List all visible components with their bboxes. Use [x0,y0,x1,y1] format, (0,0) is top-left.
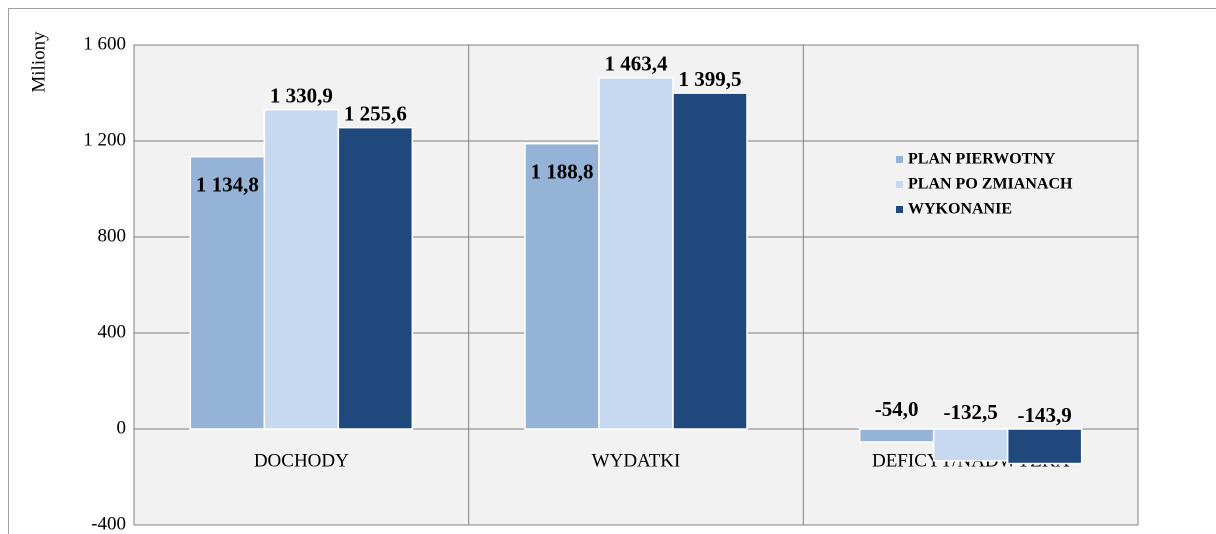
legend-swatch [896,181,903,188]
y-tick-label: -400 [91,513,126,534]
legend-label: PLAN PIERWOTNY [908,151,1056,168]
x-tick-label: DOCHODY [254,450,349,471]
bar [932,428,1009,462]
value-label: 1 188,8 [531,160,594,184]
bar [524,142,600,430]
y-tick-label: 1 200 [83,129,126,150]
y-tick-label: 1 600 [83,33,126,54]
bar [189,155,266,430]
value-label: 1 399,5 [679,67,742,91]
legend-label: WYKONANIE [908,201,1012,218]
legend-swatch [896,206,903,213]
y-axis-title: Miliony [28,31,49,93]
y-tick-label: 0 [117,417,127,438]
value-label: 1 134,8 [196,172,259,196]
y-tick-label: 800 [98,225,127,246]
x-tick-label: WYDATKI [592,450,681,471]
legend-label: PLAN PO ZMIANACH [908,176,1073,193]
bar [337,126,414,430]
legend-swatch [896,156,903,163]
value-label: 1 463,4 [605,52,669,76]
value-label: -132,5 [944,400,998,424]
bar [858,428,935,443]
bar [1006,428,1083,465]
bar [263,108,340,430]
value-label: -143,9 [1018,403,1072,427]
value-label: 1 330,9 [270,83,333,107]
bar [672,92,748,430]
y-tick-label: 400 [98,321,127,342]
bar [598,77,674,430]
value-label: -54,0 [875,397,919,421]
value-label: 1 255,6 [344,101,407,125]
